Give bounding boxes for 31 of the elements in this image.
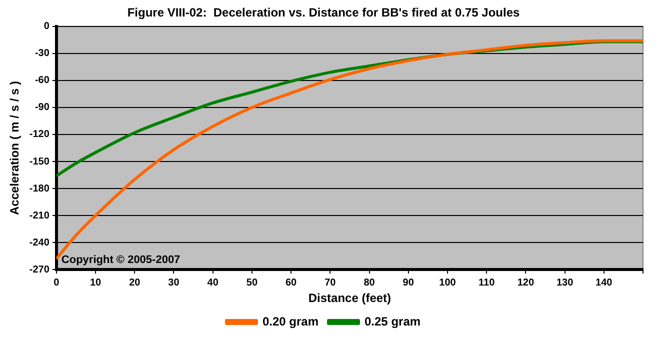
- y-tick-label: -60: [34, 75, 50, 86]
- x-tick-label: 70: [324, 277, 336, 288]
- x-tick-label: 30: [168, 277, 180, 288]
- x-tick-label: 20: [129, 277, 141, 288]
- x-tick-label: 130: [556, 277, 574, 288]
- x-tick-label: 80: [364, 277, 376, 288]
- y-tick-label: -210: [29, 210, 50, 222]
- x-axis-title: Distance (feet): [308, 291, 392, 306]
- x-tick-label: 140: [596, 277, 613, 288]
- y-tick-label: -240: [29, 237, 50, 248]
- chart-title: Figure VIII-02: Deceleration vs. Distance for BB's fired at 0.75 Joules: [127, 6, 520, 20]
- x-tick-label: 120: [517, 277, 534, 288]
- x-tick-label: 90: [402, 277, 414, 288]
- x-tick-label: 0: [54, 277, 60, 288]
- y-axis-title: Acceleration ( m / s / s ): [8, 80, 22, 216]
- y-tick-label: -270: [29, 264, 50, 276]
- x-tick-label: 60: [285, 277, 298, 288]
- y-tick-label: -30: [34, 48, 50, 60]
- x-tick-label: 110: [478, 277, 496, 288]
- y-tick-label: -120: [29, 129, 50, 140]
- y-tick-label: -150: [29, 156, 50, 168]
- x-tick-label: 50: [246, 277, 258, 288]
- x-tick-label: 100: [439, 277, 456, 288]
- y-tick-label: -180: [29, 183, 50, 194]
- y-tick-label: 0: [44, 21, 50, 32]
- x-tick-label: 40: [207, 277, 219, 288]
- x-tick-label: 10: [90, 277, 102, 288]
- legend-label: 0.20 gram: [262, 314, 319, 328]
- legend-label: 0.25 gram: [364, 314, 421, 328]
- annotation: Copyright © 2005-2007: [61, 254, 180, 266]
- y-tick-label: -90: [34, 102, 50, 114]
